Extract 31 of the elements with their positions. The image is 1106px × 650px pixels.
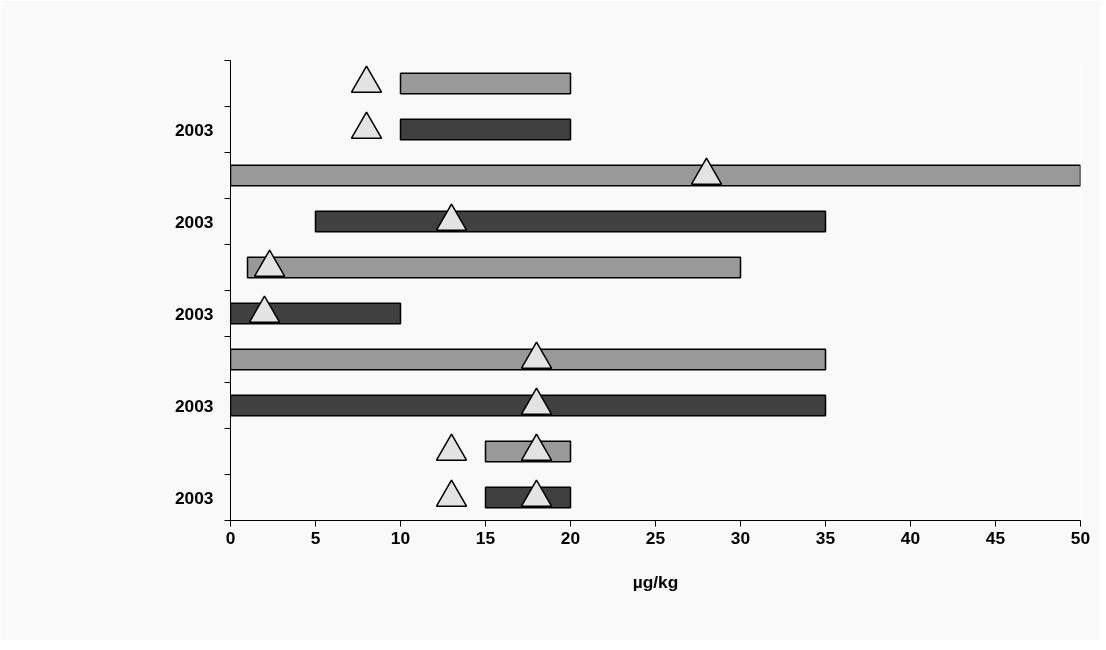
- x-tick-label: 20: [560, 527, 581, 548]
- x-axis-title: µg/kg: [632, 571, 679, 592]
- y-tick-label: 2003: [174, 119, 214, 140]
- x-tick-label: 10: [390, 527, 411, 548]
- x-tick-label: 15: [475, 527, 496, 548]
- point: [435, 479, 468, 507]
- point: [253, 249, 286, 277]
- y-tick-label: 2003: [174, 211, 214, 232]
- x-tick-label: 25: [645, 527, 666, 548]
- point: [350, 111, 383, 139]
- y-tick-label: 2003: [174, 395, 214, 416]
- point: [435, 203, 468, 231]
- x-tick-label: 45: [985, 527, 1006, 548]
- x-tick-label: 0: [225, 527, 236, 548]
- point: [520, 341, 553, 369]
- point: [520, 479, 553, 507]
- x-tick-label: 35: [815, 527, 836, 548]
- y-tick-label: 2003: [174, 303, 214, 324]
- bar: [399, 72, 572, 95]
- point: [248, 295, 281, 323]
- y-tick-label: 2003: [174, 487, 214, 508]
- x-tick-label: 30: [730, 527, 751, 548]
- point: [435, 433, 468, 461]
- point: [350, 65, 383, 93]
- bar: [399, 118, 572, 141]
- point: [520, 387, 553, 415]
- x-tick-label: 50: [1070, 527, 1091, 548]
- x-tick-label: 5: [310, 527, 321, 548]
- point: [690, 157, 723, 185]
- x-tick-label: 40: [900, 527, 921, 548]
- point: [520, 433, 553, 461]
